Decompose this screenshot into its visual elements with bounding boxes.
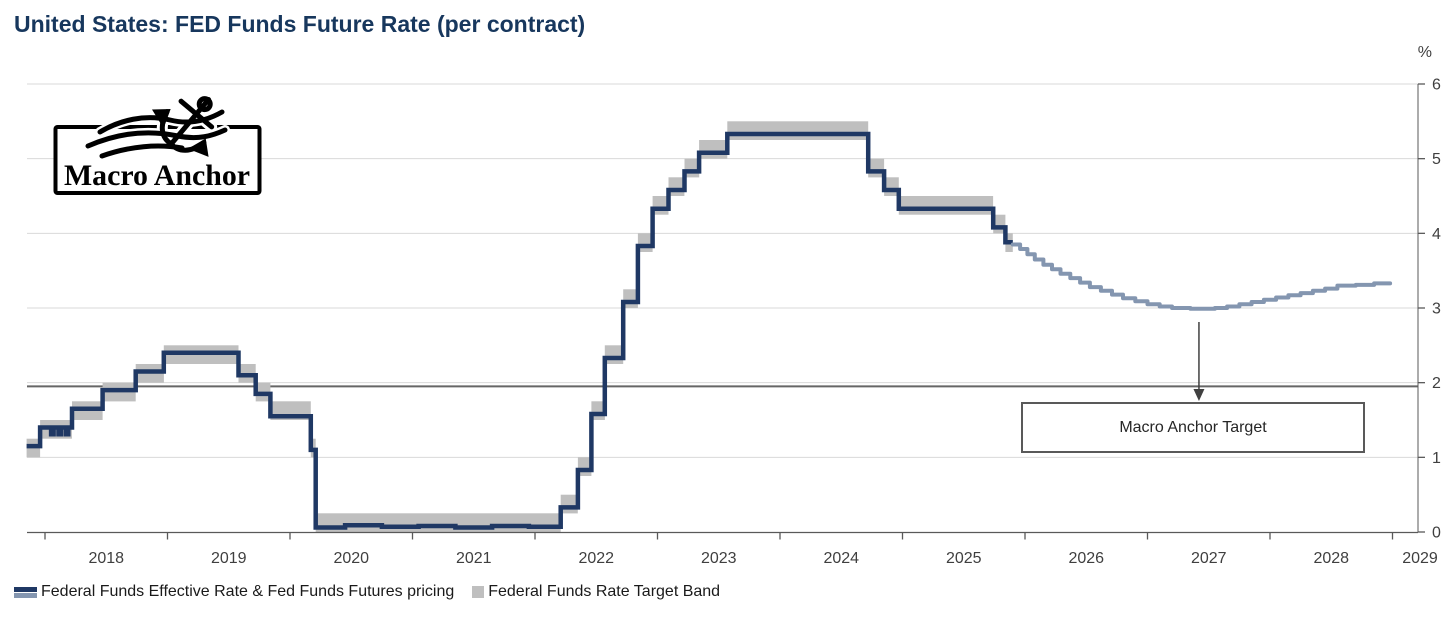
svg-text:1: 1 [1432,450,1441,467]
y-axis-labels: 0 1 2 3 4 5 6 [1432,76,1441,541]
effective-rate-line [26,131,1013,530]
svg-text:2021: 2021 [456,550,492,567]
legend-item-target-band: Federal Funds Rate Target Band [472,583,720,601]
target-annotation-box: Macro Anchor Target [1021,402,1365,453]
svg-text:2022: 2022 [578,550,614,567]
anchor-waves-icon [83,93,230,161]
svg-text:2027: 2027 [1191,550,1227,567]
svg-text:2026: 2026 [1068,550,1104,567]
svg-text:2029: 2029 [1402,550,1438,567]
target-band-legend-icon [472,586,485,598]
svg-text:2: 2 [1432,375,1441,392]
page-title: United States: FED Funds Future Rate (pe… [14,11,586,37]
futures-pricing-line [1010,242,1393,311]
logo-text: Macro Anchor [64,159,250,192]
svg-text:2018: 2018 [88,550,124,567]
y-axis-unit-label: % [1417,44,1432,61]
macro-anchor-logo: Macro Anchor [53,93,262,195]
legend-item-effective-rate: Federal Funds Effective Rate & Fed Funds… [14,583,454,601]
x-axis-labels: 2018 2019 2020 2021 2022 2023 2024 2025 2026 2027… [88,550,1437,567]
svg-text:2023: 2023 [701,550,737,567]
legend-label-effective-rate: Federal Funds Effective Rate & Fed Funds… [41,583,455,600]
svg-text:2025: 2025 [946,550,982,567]
svg-text:2028: 2028 [1313,550,1349,567]
svg-text:5: 5 [1432,151,1441,168]
effective-rate-legend-icon [14,586,37,598]
svg-text:0: 0 [1432,525,1441,542]
svg-text:4: 4 [1432,226,1441,243]
svg-text:2020: 2020 [333,550,369,567]
svg-text:2019: 2019 [211,550,247,567]
svg-text:3: 3 [1432,300,1441,317]
target-annotation-label: Macro Anchor Target [1119,418,1267,436]
annotation-arrow [1193,321,1205,401]
axes [27,83,1425,540]
legend-label-target-band: Federal Funds Rate Target Band [488,583,721,600]
svg-text:2024: 2024 [823,550,859,567]
legend: Federal Funds Effective Rate & Fed Funds… [14,583,720,601]
svg-text:6: 6 [1432,76,1441,93]
